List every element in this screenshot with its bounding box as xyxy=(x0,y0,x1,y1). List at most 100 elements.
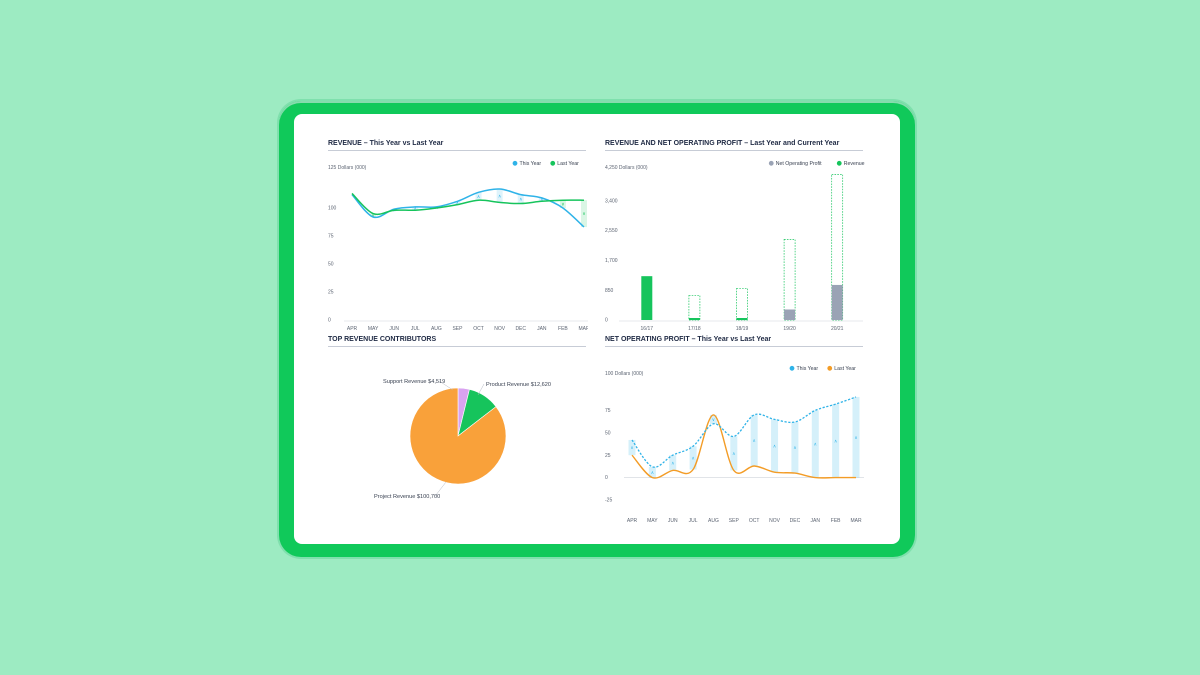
revenue-profit-chart: 4,250 Dollars (000) 0 850 1,700 2,550 3,400 16… xyxy=(605,160,865,332)
net-ytick-0: -25 xyxy=(605,498,612,504)
bars-profit-base-2 xyxy=(736,318,748,320)
revenue-diff-band-5 xyxy=(454,201,461,205)
pie-label-1: Support Revenue $4,519 xyxy=(383,379,445,385)
net-diff-arrow-0: ∧ xyxy=(630,445,633,450)
net-ytick-3: 50 xyxy=(605,430,611,436)
revenue-xtick-9: JAN xyxy=(537,326,547,332)
net-line-this-year xyxy=(631,396,857,468)
revenue-panel: REVENUE – This Year vs Last Year 125 Dol… xyxy=(328,140,588,332)
net-diff-arrow-3: ∧ xyxy=(691,455,694,460)
bars-legend-label-0: Net Operating Profit xyxy=(776,161,822,167)
dashboard-screen: REVENUE – This Year vs Last Year 125 Dol… xyxy=(294,114,900,544)
net-diff-arrow-6: ∧ xyxy=(753,438,756,443)
bars-revenue-bar-3 xyxy=(783,239,796,321)
net-xtick-2: JUN xyxy=(668,518,678,524)
net-xtick-9: JAN xyxy=(811,518,821,524)
net-xtick-3: JUL xyxy=(689,518,698,524)
net-diff-arrow-5: ∧ xyxy=(732,451,735,456)
net-diff-arrow-7: ∧ xyxy=(773,443,776,448)
revenue-xtick-6: OCT xyxy=(473,326,484,332)
revenue-diff-arrow-11: ∨ xyxy=(582,211,585,216)
net-ytick-2: 25 xyxy=(605,453,611,459)
bars-ytick-4: 3,400 xyxy=(605,198,618,204)
net-profit-panel: NET OPERATING PROFIT – This Year vs Last… xyxy=(605,336,867,536)
bars-xtick-0: 16/17 xyxy=(641,326,654,332)
net-xtick-11: MAR xyxy=(850,518,862,524)
revenue-diff-arrow-5: ∧ xyxy=(456,201,459,206)
pie-leader-2 xyxy=(477,383,485,396)
revenue-diff-arrow-7: ∧ xyxy=(498,193,501,198)
revenue-ytick-4: 100 xyxy=(328,206,337,212)
bars-unit-label: 4,250 Dollars (000) xyxy=(605,165,648,171)
net-xtick-10: FEB xyxy=(831,518,841,524)
net-xtick-1: MAY xyxy=(647,518,658,524)
revenue-xtick-3: JUL xyxy=(411,326,420,332)
revenue-diff-arrow-9: ∧ xyxy=(540,197,543,202)
top-contributors-panel: TOP REVENUE CONTRIBUTORS Project Revenue… xyxy=(328,336,588,536)
net-xtick-6: OCT xyxy=(749,518,760,524)
net-line-last-year xyxy=(631,414,856,479)
pie-leader-1 xyxy=(438,380,454,391)
revenue-xtick-8: DEC xyxy=(515,326,526,332)
pie-slice-0 xyxy=(409,387,507,485)
revenue-xtick-11: MAR xyxy=(578,326,588,332)
net-diff-band-2 xyxy=(669,455,677,471)
revenue-diff-band-8 xyxy=(517,194,524,204)
revenue-diff-band-11 xyxy=(581,200,587,228)
net-xtick-7: NOV xyxy=(769,518,781,524)
revenue-xtick-4: AUG xyxy=(431,326,442,332)
revenue-diff-band-10 xyxy=(559,200,566,208)
net-legend-label-0: This Year xyxy=(797,366,819,372)
revenue-diff-band-1 xyxy=(370,213,377,217)
revenue-title-rule xyxy=(328,150,586,151)
revenue-ytick-2: 50 xyxy=(328,262,334,268)
bars-xtick-4: 20/21 xyxy=(831,326,844,332)
net-profit-chart: 100 Dollars (000) -25 0 25 50 75 APR MAY JUN JUL A… xyxy=(605,365,864,524)
revenue-profit-panel: REVENUE AND NET OPERATING PROFIT – Last … xyxy=(605,140,867,332)
net-diff-band-1 xyxy=(648,466,656,478)
revenue-profit-title: REVENUE AND NET OPERATING PROFIT – Last … xyxy=(605,140,840,147)
net-diff-band-0 xyxy=(628,439,636,456)
bars-xtick-2: 18/19 xyxy=(736,326,749,332)
bars-ytick-3: 2,550 xyxy=(605,228,618,234)
bars-revenue-bar-1 xyxy=(688,295,701,321)
top-contributors-chart: Project Revenue $100,700 Support Revenue … xyxy=(374,379,551,500)
bars-profit-bar-3 xyxy=(784,309,796,320)
revenue-diff-arrow-1: ∨ xyxy=(371,213,374,218)
net-diff-arrow-9: ∧ xyxy=(814,442,817,447)
revenue-xtick-10: FEB xyxy=(558,326,568,332)
bars-revenue-bar-2 xyxy=(736,288,748,321)
revenue-legend-dot-0 xyxy=(512,160,518,166)
bars-xtick-3: 19/20 xyxy=(783,326,796,332)
bars-revenue-bar-0 xyxy=(641,276,653,320)
bars-legend-label-1: Revenue xyxy=(844,161,865,167)
bars-ytick-2: 1,700 xyxy=(605,258,618,264)
net-legend-dot-0 xyxy=(789,365,795,371)
revenue-xtick-5: SEP xyxy=(452,326,463,332)
net-xtick-5: SEP xyxy=(729,518,740,524)
revenue-diff-band-6 xyxy=(475,192,482,201)
net-legend-label-1: Last Year xyxy=(834,366,856,372)
revenue-profit-title-rule xyxy=(605,150,863,151)
net-diff-band-10 xyxy=(832,404,840,478)
net-ytick-1: 0 xyxy=(605,475,608,481)
net-unit-label: 100 Dollars (000) xyxy=(605,371,644,377)
revenue-diff-band-7 xyxy=(496,188,503,203)
revenue-title: REVENUE – This Year vs Last Year xyxy=(328,140,444,147)
revenue-legend-label-1: Last Year xyxy=(557,161,579,167)
net-diff-arrow-10: ∧ xyxy=(834,438,837,443)
net-diff-band-5 xyxy=(730,436,738,471)
pie-label-0: Project Revenue $100,700 xyxy=(374,494,440,500)
net-diff-arrow-4: ∨ xyxy=(712,417,715,422)
revenue-diff-band-3 xyxy=(412,206,419,211)
revenue-line-this-year xyxy=(351,188,585,228)
net-profit-title-rule xyxy=(605,346,863,347)
revenue-unit-label: 125 Dollars (000) xyxy=(328,165,367,171)
revenue-xtick-2: JUN xyxy=(389,326,399,332)
bars-profit-bar-4 xyxy=(831,284,843,320)
bars-legend-dot-1 xyxy=(836,160,842,166)
net-diff-arrow-8: ∧ xyxy=(793,445,796,450)
revenue-xtick-7: NOV xyxy=(494,326,506,332)
net-diff-band-8 xyxy=(791,422,799,474)
net-xtick-0: APR xyxy=(627,518,638,524)
